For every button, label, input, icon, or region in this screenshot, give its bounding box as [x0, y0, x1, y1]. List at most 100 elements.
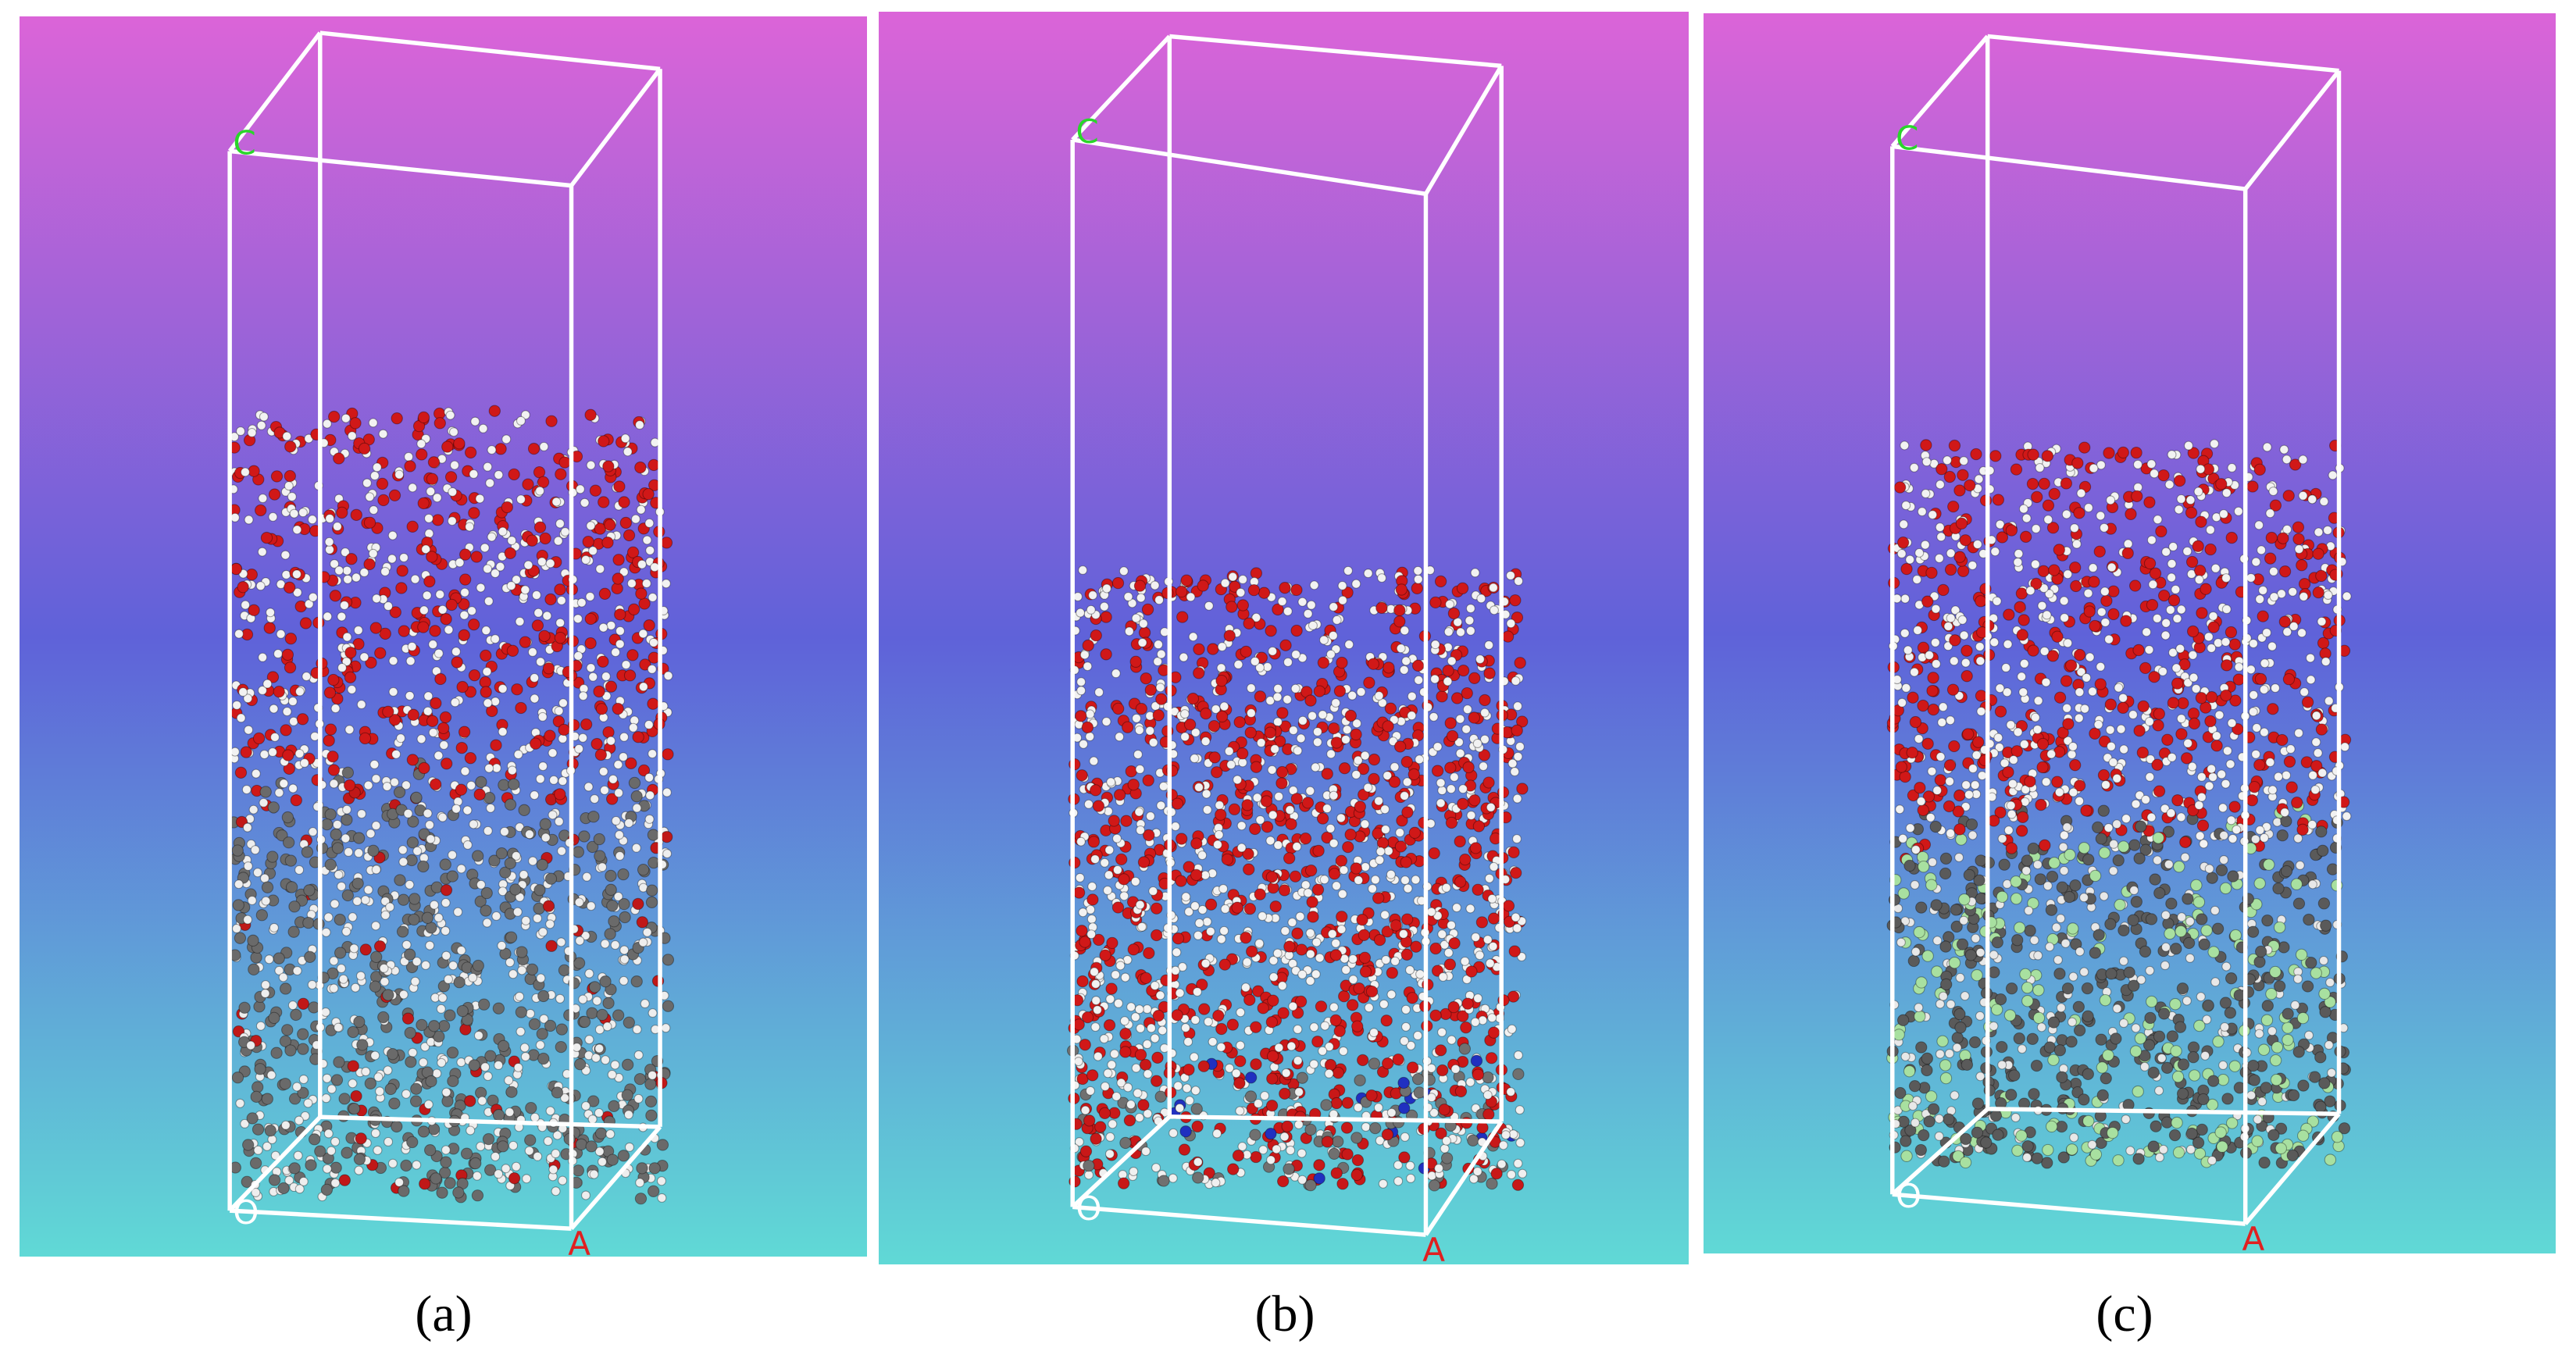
atom: [632, 731, 644, 743]
atom: [536, 1028, 548, 1040]
atom: [1100, 611, 1112, 623]
atom: [1265, 1100, 1279, 1112]
atom: [371, 821, 381, 831]
atom: [1932, 786, 1943, 796]
atom: [612, 554, 625, 566]
atom: [599, 785, 609, 795]
atom: [1218, 884, 1229, 894]
atom: [1451, 903, 1461, 913]
atom: [1482, 1071, 1494, 1084]
atom: [1221, 853, 1234, 866]
atom: [456, 1057, 466, 1068]
atom: [1180, 574, 1193, 587]
atom: [1900, 594, 1911, 604]
atom: [1487, 1013, 1497, 1023]
atom: [456, 1004, 469, 1018]
atom: [1135, 764, 1145, 774]
atom: [1996, 531, 2009, 544]
atom: [334, 947, 347, 959]
atom: [1356, 914, 1368, 926]
atom: [1203, 1017, 1213, 1027]
atom: [1309, 1022, 1319, 1032]
atom: [558, 964, 571, 977]
atom: [288, 716, 298, 726]
atom: [1311, 883, 1325, 896]
atom: [2071, 1086, 2084, 1099]
atom: [662, 954, 675, 966]
atom: [301, 672, 312, 682]
atom: [1348, 954, 1358, 964]
atom: [1361, 862, 1371, 872]
atom: [2129, 1045, 2143, 1057]
atom: [515, 701, 527, 715]
atom: [255, 581, 266, 591]
atom: [490, 739, 502, 751]
atom: [287, 697, 298, 707]
atom: [323, 912, 334, 922]
cell-edge: [1169, 1114, 1502, 1124]
atom: [2307, 879, 2317, 890]
atom: [1297, 597, 1308, 607]
atom: [1198, 1003, 1211, 1015]
atom: [433, 1030, 445, 1043]
atom: [1307, 911, 1319, 923]
atom: [284, 481, 294, 491]
atom: [1436, 690, 1448, 703]
atom: [642, 927, 652, 937]
atom: [1441, 883, 1451, 893]
atom: [608, 915, 620, 928]
atom: [2019, 658, 2029, 669]
atom: [501, 501, 513, 514]
atom: [1929, 820, 1942, 833]
atom: [2154, 1086, 2164, 1096]
atom: [1089, 967, 1099, 977]
atom: [605, 983, 617, 996]
atom: [243, 694, 253, 704]
atom: [2261, 1000, 2274, 1012]
atom: [628, 722, 638, 733]
atom: [2232, 722, 2244, 736]
atom: [1111, 970, 1121, 980]
atom: [284, 854, 298, 867]
atom: [243, 861, 253, 872]
atom: [1401, 1004, 1411, 1014]
atom: [594, 522, 606, 535]
atom: [2078, 441, 2091, 454]
atom: [1511, 1178, 1525, 1191]
atom: [341, 657, 351, 667]
atom: [423, 1100, 433, 1110]
atom: [431, 514, 444, 526]
atom: [1961, 801, 1971, 811]
atom: [1155, 683, 1165, 693]
atom: [619, 945, 630, 955]
atom: [524, 829, 534, 840]
atom: [2010, 1113, 2021, 1123]
atom: [1279, 581, 1291, 594]
atom: [1288, 726, 1298, 736]
atom: [1989, 450, 2002, 462]
atom: [331, 842, 344, 854]
atom: [374, 647, 387, 659]
atom: [369, 759, 380, 769]
atom: [1453, 617, 1463, 627]
atom: [2080, 804, 2093, 817]
atom: [434, 672, 447, 686]
atom: [1511, 724, 1523, 737]
atom: [2027, 897, 2039, 910]
atom: [1142, 1039, 1152, 1050]
atom: [259, 797, 269, 808]
atom: [327, 410, 341, 423]
atom: [266, 671, 280, 683]
atom: [342, 565, 352, 576]
atom: [385, 902, 395, 912]
atom: [1329, 949, 1343, 961]
atom: [643, 619, 655, 632]
atom: [307, 515, 317, 525]
atom: [406, 754, 419, 766]
atom: [556, 937, 566, 947]
atom: [638, 597, 651, 610]
atom: [1312, 737, 1322, 747]
atom: [626, 579, 637, 589]
atom: [404, 1026, 416, 1039]
atom: [371, 921, 381, 931]
